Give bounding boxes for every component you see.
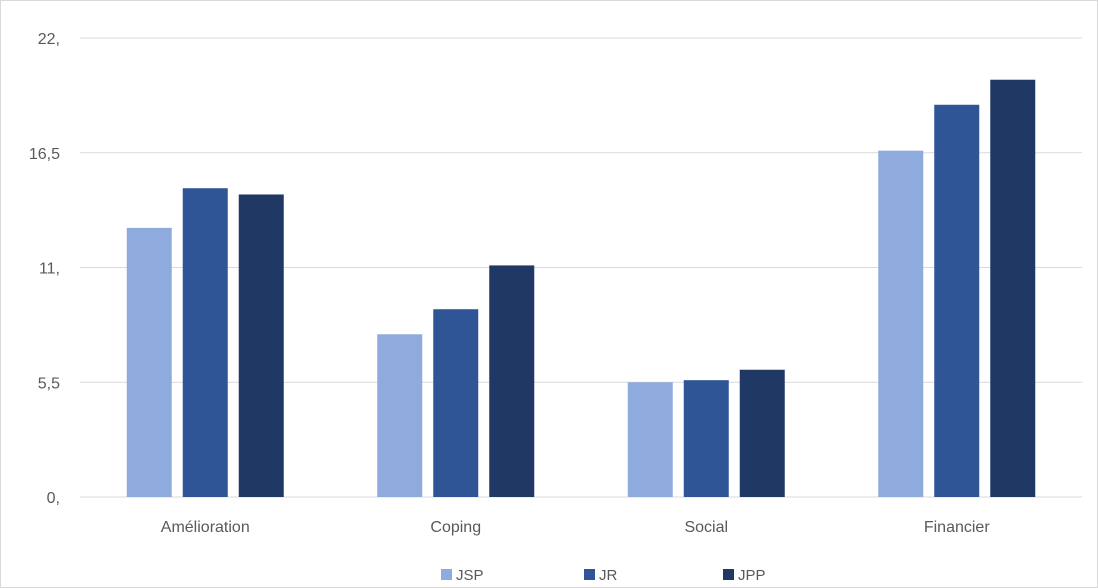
bar-jpp-2 [739, 369, 785, 497]
x-tick-label: Social [684, 519, 728, 536]
bar-jpp-0 [238, 194, 284, 497]
legend-label-jsp: JSP [456, 567, 484, 584]
bar-jr-2 [683, 380, 729, 497]
y-tick-label: 22, [38, 31, 60, 48]
legend-label-jpp: JPP [738, 567, 766, 584]
bar-jr-0 [182, 188, 228, 497]
x-axis-category-labels: Amélioration Coping Social Financier [161, 519, 991, 536]
bar-jr-3 [934, 104, 980, 497]
y-tick-label: 0, [47, 490, 60, 507]
y-tick-label: 11, [39, 261, 60, 278]
bar-jsp-3 [878, 150, 924, 497]
bar-jsp-1 [377, 334, 423, 497]
y-tick-label: 5,5 [38, 375, 60, 392]
bar-jr-1 [433, 309, 479, 497]
bar-jpp-3 [990, 79, 1036, 498]
legend: JSP JR JPP [441, 567, 766, 584]
x-tick-label: Financier [924, 519, 990, 536]
x-tick-label: Coping [430, 519, 481, 536]
y-axis-tick-labels: 0, 5,5 11, 16,5 22, [29, 31, 60, 507]
bars [126, 79, 1036, 498]
legend-swatch-jpp [723, 569, 734, 580]
x-tick-label: Amélioration [161, 519, 250, 536]
legend-label-jr: JR [599, 567, 618, 584]
y-gridlines [80, 37, 1082, 498]
legend-swatch-jsp [441, 569, 452, 580]
y-tick-label: 16,5 [29, 146, 60, 163]
bar-jsp-0 [126, 227, 172, 498]
bar-jsp-2 [627, 382, 673, 497]
legend-swatch-jr [584, 569, 595, 580]
bar-jpp-1 [489, 265, 535, 497]
